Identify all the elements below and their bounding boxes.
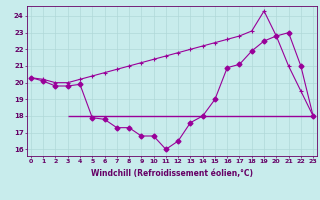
X-axis label: Windchill (Refroidissement éolien,°C): Windchill (Refroidissement éolien,°C)	[91, 169, 253, 178]
